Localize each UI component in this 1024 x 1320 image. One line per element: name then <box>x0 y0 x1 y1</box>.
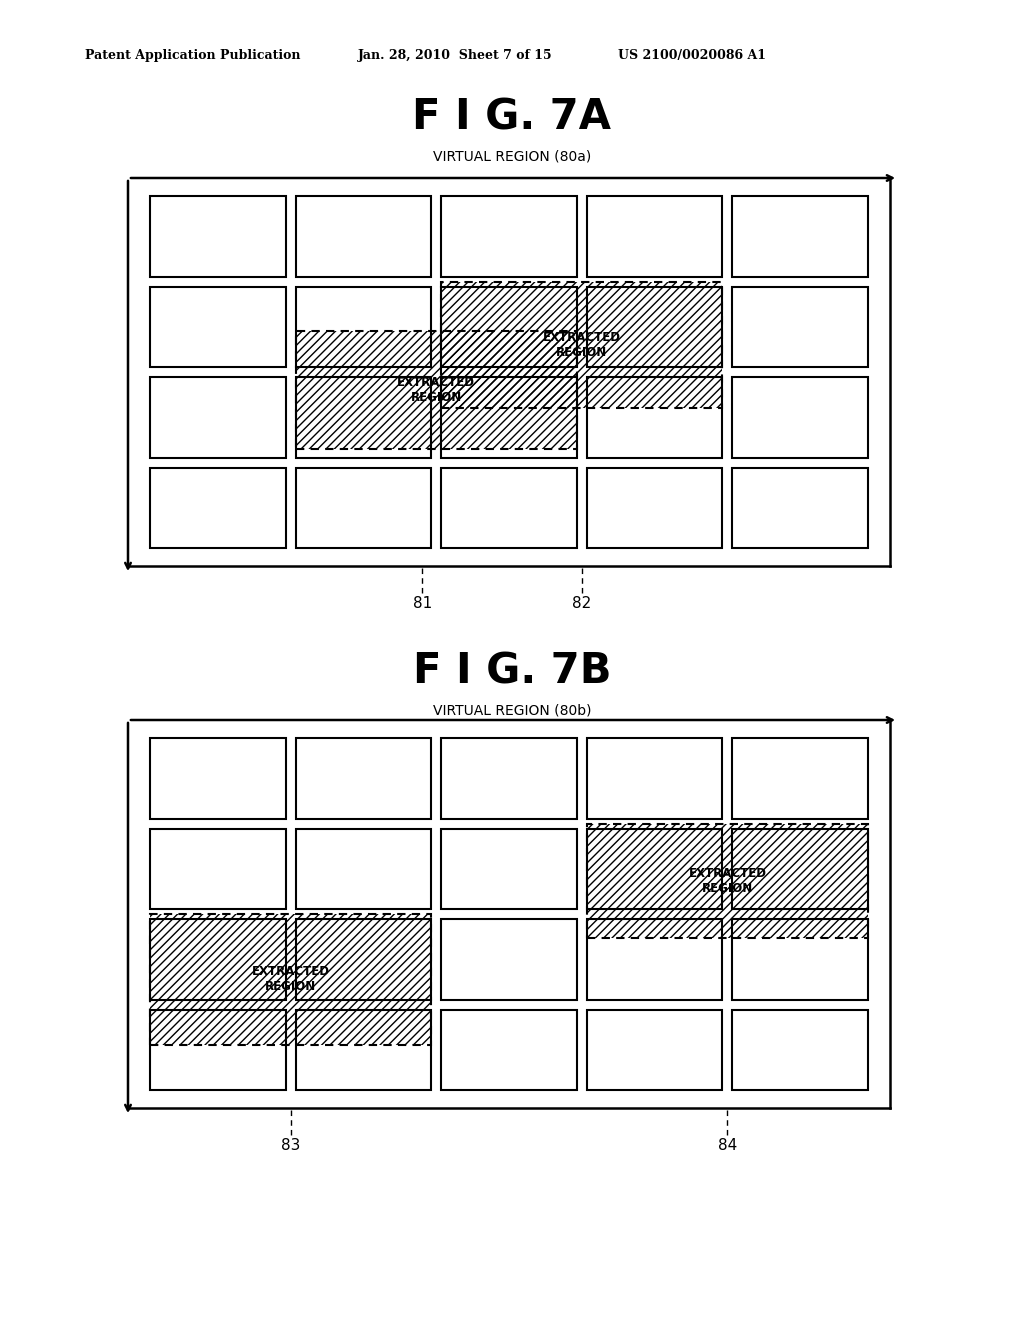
Bar <box>587 824 868 939</box>
Text: 81: 81 <box>413 597 432 611</box>
Bar <box>587 829 722 909</box>
Bar <box>732 286 868 367</box>
Bar <box>296 738 431 818</box>
Bar <box>296 331 577 449</box>
Bar <box>441 378 577 458</box>
Text: VIRTUAL REGION (80a): VIRTUAL REGION (80a) <box>433 149 591 162</box>
Text: VIRTUAL REGION (80b): VIRTUAL REGION (80b) <box>433 704 591 717</box>
Bar <box>150 286 286 367</box>
Bar <box>150 919 286 999</box>
Bar <box>732 738 868 818</box>
Bar <box>441 195 577 276</box>
Bar <box>150 378 286 458</box>
Text: F I G. 7B: F I G. 7B <box>413 651 611 693</box>
Bar <box>732 829 868 909</box>
Bar <box>732 378 868 458</box>
Bar <box>296 919 431 999</box>
Bar <box>441 286 577 367</box>
Bar <box>587 467 722 548</box>
Bar <box>587 195 722 276</box>
Text: US 2100/0020086 A1: US 2100/0020086 A1 <box>618 49 766 62</box>
Bar <box>296 331 577 449</box>
Bar <box>732 467 868 548</box>
Bar <box>296 1010 431 1090</box>
Bar <box>441 829 577 909</box>
Text: EXTRACTED
REGION: EXTRACTED REGION <box>252 965 330 994</box>
Bar <box>296 195 431 276</box>
Text: Patent Application Publication: Patent Application Publication <box>85 49 300 62</box>
Bar <box>587 286 722 367</box>
Bar <box>441 281 722 408</box>
Bar <box>732 919 868 999</box>
Text: EXTRACTED
REGION: EXTRACTED REGION <box>397 376 475 404</box>
Bar <box>441 281 722 408</box>
Bar <box>441 738 577 818</box>
Bar <box>296 378 431 458</box>
Bar <box>587 378 722 458</box>
Bar <box>732 195 868 276</box>
Bar <box>150 829 286 909</box>
Bar <box>587 824 868 939</box>
Text: F I G. 7A: F I G. 7A <box>413 96 611 139</box>
Bar <box>441 467 577 548</box>
Bar <box>296 286 431 367</box>
Bar <box>587 919 722 999</box>
Bar <box>441 919 577 999</box>
Text: 82: 82 <box>572 597 592 611</box>
Text: 84: 84 <box>718 1138 737 1154</box>
Bar <box>150 467 286 548</box>
Bar <box>296 467 431 548</box>
Bar <box>587 1010 722 1090</box>
Bar <box>150 1010 286 1090</box>
Bar <box>732 1010 868 1090</box>
Bar <box>150 913 431 1044</box>
Bar <box>296 829 431 909</box>
Text: EXTRACTED
REGION: EXTRACTED REGION <box>688 867 766 895</box>
Bar <box>150 195 286 276</box>
Bar <box>441 1010 577 1090</box>
Bar <box>150 913 431 1044</box>
Text: EXTRACTED
REGION: EXTRACTED REGION <box>543 331 621 359</box>
Bar <box>587 738 722 818</box>
Bar <box>150 738 286 818</box>
Text: Jan. 28, 2010  Sheet 7 of 15: Jan. 28, 2010 Sheet 7 of 15 <box>358 49 553 62</box>
Text: 83: 83 <box>281 1138 300 1154</box>
